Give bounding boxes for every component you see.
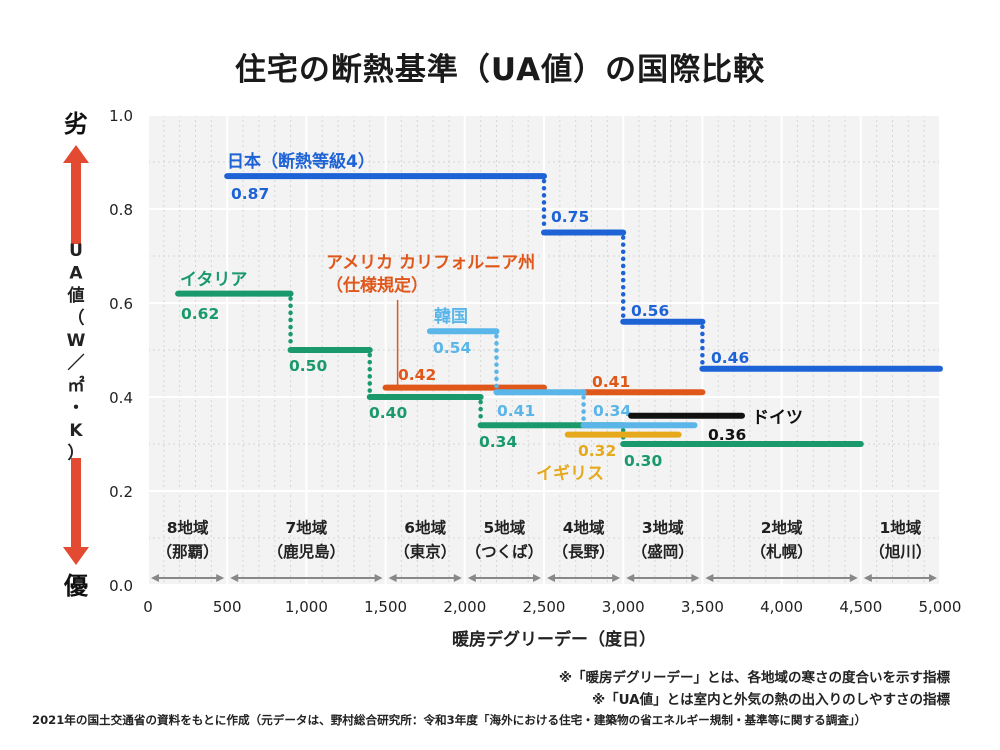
y-axis-label-char: ） — [68, 442, 85, 463]
italy-value-label: 0.40 — [369, 404, 407, 422]
y-axis-label-char: A — [69, 263, 83, 283]
region-label: 1地域 — [880, 518, 922, 537]
x-tick-label: 5,000 — [919, 598, 962, 616]
region-arrow-right-icon — [612, 574, 621, 582]
italy-name: イタリア — [180, 270, 247, 290]
uk-value-label: 0.32 — [578, 442, 616, 460]
usa-california-value-label: 0.41 — [592, 373, 630, 391]
region-arrow-left-icon — [151, 574, 159, 582]
x-tick-label: 2,000 — [443, 598, 486, 616]
y-axis-label-char: ㎡ — [68, 375, 85, 396]
region-city: （つくば） — [466, 543, 544, 561]
y-tick-label: 0.2 — [109, 483, 133, 501]
region-city: （東京） — [394, 542, 456, 561]
region-city: （札幌） — [751, 542, 813, 561]
y-axis-label-char: ・ — [68, 398, 85, 418]
x-tick-label: 0 — [143, 598, 153, 616]
italy-value-label: 0.62 — [181, 305, 219, 323]
region-arrow-left-icon — [230, 574, 239, 582]
region-city: （旭川） — [869, 543, 931, 561]
region-city: （鹿児島） — [268, 542, 346, 561]
italy-value-label: 0.30 — [624, 452, 662, 470]
region-label: 3地域 — [642, 518, 684, 537]
down-arrow-icon — [63, 458, 89, 565]
y-axis-label-char: ／ — [68, 352, 85, 373]
region-arrow-right-icon — [216, 574, 225, 582]
region-arrow-right-icon — [849, 574, 858, 582]
italy-value-label: 0.34 — [479, 433, 517, 451]
x-tick-label: 4,000 — [760, 598, 803, 616]
y-axis-label-char: W — [67, 331, 86, 351]
y-bottom-label: 優 — [63, 572, 89, 600]
region-arrow-right-icon — [929, 574, 937, 582]
x-axis-label: 暖房デグリーデー（度日） — [452, 629, 656, 650]
region-arrow-right-icon — [691, 574, 700, 582]
usa-california-name: アメリカ カリフォルニア州 — [326, 253, 535, 273]
source-note: 2021年の国土交通省の資料をもとに作成（元データは、野村総合研究所：令和3年度… — [32, 713, 867, 727]
region-city: （那覇） — [157, 543, 219, 561]
region-arrow-left-icon — [863, 574, 872, 582]
germany-value-label: 0.36 — [708, 426, 746, 444]
uk-name: イギリス — [536, 464, 604, 484]
y-tick-label: 0.6 — [109, 295, 133, 313]
note-ua-value: ※「UA値」とは室内と外気の熱の出入りのしやすさの指標 — [592, 692, 950, 708]
region-arrow-right-icon — [374, 574, 383, 582]
up-arrow-icon — [63, 145, 89, 244]
region-arrow-right-icon — [453, 574, 462, 582]
x-tick-label: 3,000 — [602, 598, 645, 616]
region-arrow-left-icon — [626, 574, 635, 582]
chart-title: 住宅の断熱基準（UA値）の国際比較 — [234, 52, 766, 88]
x-tick-label: 2,500 — [523, 598, 566, 616]
usa-california-value-label: 0.42 — [398, 366, 436, 384]
region-label: 2地域 — [761, 518, 803, 537]
region-label: 5地域 — [484, 518, 526, 537]
region-arrow-left-icon — [467, 574, 476, 582]
italy-value-label: 0.50 — [289, 357, 327, 375]
germany-name: ドイツ — [752, 408, 803, 428]
usa-california-name-line2: （仕様規定） — [326, 275, 428, 296]
region-label: 8地域 — [167, 518, 209, 537]
y-tick-label: 0.4 — [109, 389, 133, 407]
y-tick-label: 1.0 — [109, 107, 133, 125]
korea-name: 韓国 — [434, 306, 468, 327]
japan-value-label: 0.46 — [711, 349, 749, 367]
region-city: （盛岡） — [632, 542, 694, 561]
y-top-label: 劣 — [64, 110, 88, 138]
japan-value-label: 0.56 — [631, 302, 669, 320]
x-tick-label: 500 — [213, 598, 242, 616]
japan-name: 日本（断熱等級4） — [227, 151, 375, 172]
region-arrow-left-icon — [388, 574, 397, 582]
y-tick-label: 0.8 — [109, 201, 133, 219]
region-arrow-left-icon — [547, 574, 555, 582]
korea-value-label: 0.34 — [593, 402, 631, 420]
x-tick-label: 3,500 — [681, 598, 724, 616]
y-axis-label-char: （ — [68, 307, 85, 328]
y-tick-label: 0.0 — [109, 577, 133, 595]
region-city: （長野） — [553, 543, 615, 561]
region-arrow-right-icon — [533, 574, 541, 582]
japan-value-label: 0.87 — [231, 185, 269, 203]
region-arrow-left-icon — [705, 574, 714, 582]
x-tick-label: 1,000 — [285, 598, 328, 616]
japan-value-label: 0.75 — [551, 208, 589, 226]
x-tick-label: 1,500 — [364, 598, 407, 616]
y-axis-label-char: K — [69, 421, 83, 441]
korea-value-label: 0.41 — [497, 402, 535, 420]
korea-value-label: 0.54 — [433, 339, 471, 357]
region-label: 7地域 — [286, 518, 328, 537]
region-label: 6地域 — [404, 518, 446, 537]
y-axis-label-char: 値 — [67, 285, 85, 306]
note-degree-day: ※「暖房デグリーデー」とは、各地域の寒さの度合いを示す指標 — [558, 670, 950, 686]
x-tick-label: 4,500 — [839, 598, 882, 616]
y-axis-label-char: U — [69, 241, 83, 261]
region-label: 4地域 — [563, 518, 605, 537]
